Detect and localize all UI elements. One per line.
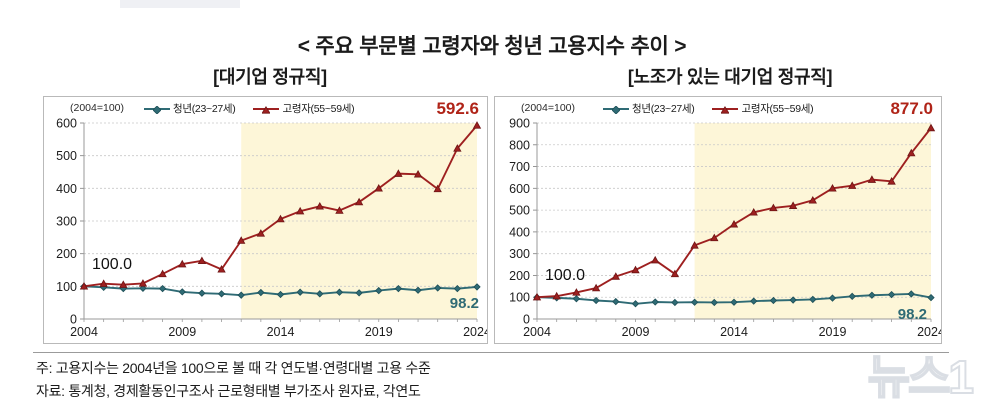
legend-item-youth: 청년(23~27세) — [144, 101, 236, 116]
end-value-youth-right: 98.2 — [897, 305, 927, 323]
legend-line-senior-icon — [253, 105, 280, 114]
chart-panel-left: 010020030040050060020042009201420192024 … — [43, 96, 488, 344]
svg-text:200: 200 — [509, 269, 530, 283]
svg-text:2004: 2004 — [70, 325, 98, 339]
base-note-left: (2004=100) — [70, 102, 125, 114]
svg-text:2019: 2019 — [819, 325, 847, 339]
diamond-marker-icon — [153, 105, 161, 114]
legend-line-senior-icon — [712, 105, 739, 114]
start-value-left: 100.0 — [92, 256, 133, 274]
svg-text:400: 400 — [509, 225, 530, 239]
legend-item-senior: 고령자(55~59세) — [712, 101, 814, 116]
legend-item-senior: 고령자(55~59세) — [253, 101, 355, 116]
page-title: < 주요 부문별 고령자와 청년 고용지수 추이 > — [297, 35, 687, 58]
base-note-right: (2004=100) — [521, 102, 576, 114]
chart-legend-left: 청년(23~27세) 고령자(55~59세) — [144, 101, 355, 116]
svg-text:900: 900 — [509, 117, 530, 131]
svg-text:0: 0 — [523, 313, 530, 327]
svg-text:100: 100 — [56, 280, 77, 294]
chart-plot-right: 0 100 200 300 400 500 600 700 800 900 2004 2009 2014… — [509, 117, 941, 340]
legend-item-youth: 청년(23~27세) — [603, 101, 695, 116]
triangle-marker-icon — [262, 105, 271, 114]
svg-text:600: 600 — [56, 117, 77, 131]
watermark: 뉴스1 — [867, 350, 975, 404]
svg-text:800: 800 — [509, 138, 530, 152]
svg-text:0: 0 — [70, 313, 77, 327]
svg-text:2009: 2009 — [622, 325, 650, 339]
svg-text:2024: 2024 — [917, 325, 941, 339]
svg-text:300: 300 — [509, 247, 530, 261]
svg-text:2004: 2004 — [523, 325, 551, 339]
subtitle-left: [대기업 정규직] — [213, 67, 327, 87]
subtitle-right: [노조가 있는 대기업 정규직] — [627, 67, 833, 87]
svg-text:500: 500 — [509, 204, 530, 218]
svg-text:2024: 2024 — [463, 325, 487, 339]
svg-text:500: 500 — [56, 149, 77, 163]
legend-label-senior: 고령자(55~59세) — [741, 103, 814, 115]
svg-text:200: 200 — [56, 247, 77, 261]
chart-legend-right: 청년(23~27세) 고령자(55~59세) — [603, 101, 814, 116]
chart-plot-left: 0 100 200 300 400 500 600 2004 2009 2014 2019 2024 — [56, 117, 487, 340]
svg-text:2009: 2009 — [168, 325, 196, 339]
svg-text:700: 700 — [509, 160, 530, 174]
footnote-note: 주: 고용지수는 2004년을 100으로 볼 때 각 연도별·연령대별 고용 … — [36, 360, 431, 376]
triangle-marker-icon — [721, 105, 730, 114]
svg-text:100: 100 — [509, 291, 530, 305]
end-value-youth-left: 98.2 — [449, 294, 479, 312]
top-artifact — [120, 0, 240, 8]
svg-text:2014: 2014 — [720, 325, 748, 339]
footnote-divider — [33, 352, 949, 353]
legend-label-youth: 청년(23~27세) — [632, 103, 695, 115]
svg-text:2019: 2019 — [365, 325, 393, 339]
start-value-right: 100.0 — [545, 267, 586, 285]
svg-text:2014: 2014 — [267, 325, 295, 339]
footnote-source: 자료: 통계청, 경제활동인구조사 근로형태별 부가조사 원자료, 각연도 — [36, 383, 421, 399]
legend-line-youth-icon — [603, 105, 629, 114]
chart-panel-right: 0 100 200 300 400 500 600 700 800 900 2004 2009 2014… — [494, 96, 942, 344]
end-value-senior-left: 592.6 — [436, 99, 479, 118]
legend-line-youth-icon — [144, 105, 170, 114]
diamond-marker-icon — [612, 105, 620, 114]
legend-label-youth: 청년(23~27세) — [173, 103, 236, 115]
svg-text:300: 300 — [56, 215, 77, 229]
legend-label-senior: 고령자(55~59세) — [282, 103, 355, 115]
svg-text:600: 600 — [509, 182, 530, 196]
svg-text:400: 400 — [56, 182, 77, 196]
end-value-senior-right: 877.0 — [890, 99, 933, 118]
